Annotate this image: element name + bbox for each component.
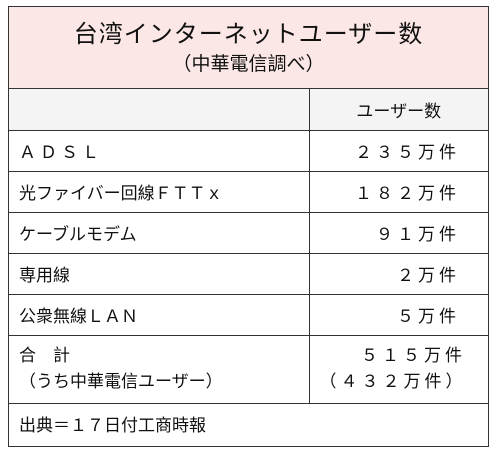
total-label-cell: 合 計 （うち中華電信ユーザー）: [9, 335, 310, 404]
table-row: 公衆無線ＬＡＮ ５万件: [9, 294, 488, 336]
row-value: １８２万件: [309, 171, 488, 213]
table-row: ケーブルモデム ９１万件: [9, 212, 488, 254]
row-label: 専用線: [9, 253, 310, 295]
total-sub-label: （うち中華電信ユーザー）: [19, 372, 223, 392]
header-value-cell: ユーザー数: [309, 89, 488, 131]
total-value: ５１５万件: [361, 346, 466, 366]
table-container: 台湾インターネットユーザー数 （中華電信調べ） ユーザー数 ＡＤＳＬ ２３５万件…: [8, 6, 489, 447]
title-block: 台湾インターネットユーザー数 （中華電信調べ）: [9, 7, 488, 89]
row-value: ２３５万件: [309, 130, 488, 172]
header-label-cell: [9, 89, 310, 131]
total-row: 合 計 （うち中華電信ユーザー） ５１５万件 （４３２万件）: [9, 335, 488, 404]
row-label: 公衆無線ＬＡＮ: [9, 294, 310, 336]
total-label: 合 計: [19, 346, 70, 366]
total-value-cell: ５１５万件 （４３２万件）: [309, 335, 488, 404]
source-note: 出典＝１７日付工商時報: [19, 415, 206, 436]
table-row: 光ファイバー回線ＦＴＴｘ １８２万件: [9, 171, 488, 213]
table-row: ＡＤＳＬ ２３５万件: [9, 130, 488, 172]
table-row: 専用線 ２万件: [9, 253, 488, 295]
row-label: ケーブルモデム: [9, 212, 310, 254]
table-subtitle: （中華電信調べ）: [172, 53, 325, 75]
source-row: 出典＝１７日付工商時報: [9, 403, 488, 443]
total-sub-value: （４３２万件）: [319, 372, 467, 392]
row-label: ＡＤＳＬ: [9, 130, 310, 172]
row-label: 光ファイバー回線ＦＴＴｘ: [9, 171, 310, 213]
row-value: ２万件: [309, 253, 488, 295]
table-title: 台湾インターネットユーザー数: [73, 20, 424, 48]
row-value: ５万件: [309, 294, 488, 336]
header-row: ユーザー数: [9, 89, 488, 131]
row-value: ９１万件: [309, 212, 488, 254]
user-count-table: ユーザー数 ＡＤＳＬ ２３５万件 光ファイバー回線ＦＴＴｘ １８２万件 ケーブル…: [9, 89, 488, 443]
